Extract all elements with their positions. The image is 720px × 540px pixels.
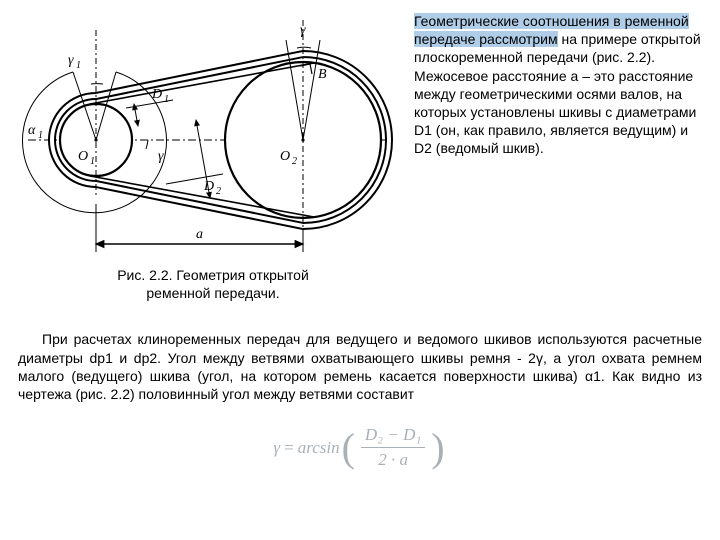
formula-inner: γ = arcsin ( D₂ − D₁ 2 · a ): [273, 425, 446, 470]
label-B: B: [318, 67, 327, 82]
label-gamma-top: γ: [300, 23, 306, 38]
label-D1: D: [151, 87, 162, 102]
formula-paren-open: (: [340, 428, 357, 468]
svg-text:2: 2: [216, 186, 221, 197]
top-row: α 1 γ 1 γ γ O 1 O 2 D 1 D 2 B a: [18, 12, 702, 302]
svg-text:1: 1: [38, 130, 43, 141]
formula: γ = arcsin ( D₂ − D₁ 2 · a ): [18, 425, 702, 470]
label-D2: D: [203, 179, 214, 194]
label-a: a: [196, 227, 203, 242]
svg-text:1: 1: [76, 60, 81, 71]
label-O2: O: [280, 149, 290, 164]
body-text: При расчетах клиноременных передач для в…: [18, 331, 702, 402]
label-gamma1: γ: [68, 53, 74, 68]
formula-eq: =: [280, 438, 298, 458]
right-paragraph: Геометрические соотношения в ременной пе…: [408, 12, 702, 158]
formula-paren-close: ): [429, 428, 446, 468]
formula-lhs: γ: [273, 438, 280, 458]
formula-den: 2 · a: [374, 450, 412, 470]
formula-func: arcsin: [298, 438, 340, 458]
svg-text:1: 1: [90, 156, 95, 167]
label-O1: O: [78, 149, 88, 164]
svg-text:1: 1: [164, 94, 169, 105]
figure-column: α 1 γ 1 γ γ O 1 O 2 D 1 D 2 B a: [18, 12, 408, 302]
formula-num: D₂ − D₁: [361, 425, 425, 445]
page: α 1 γ 1 γ γ O 1 O 2 D 1 D 2 B a: [0, 0, 720, 540]
figure-caption: Рис. 2.2. Геометрия открытойременной пер…: [18, 266, 408, 302]
body-paragraph: При расчетах клиноременных передач для в…: [18, 330, 702, 403]
formula-fraction: D₂ − D₁ 2 · a: [357, 425, 429, 470]
label-gamma-mid: γ: [158, 149, 164, 164]
right-rest: на примере открытой плоскоременной перед…: [414, 31, 701, 156]
formula-fracline: [361, 447, 425, 448]
svg-text:2: 2: [292, 156, 297, 167]
belt-diagram: α 1 γ 1 γ γ O 1 O 2 D 1 D 2 B a: [18, 12, 398, 262]
label-alpha1: α: [28, 123, 36, 138]
figure-caption-line1: Рис. 2.2. Геометрия открытойременной пер…: [117, 267, 309, 301]
